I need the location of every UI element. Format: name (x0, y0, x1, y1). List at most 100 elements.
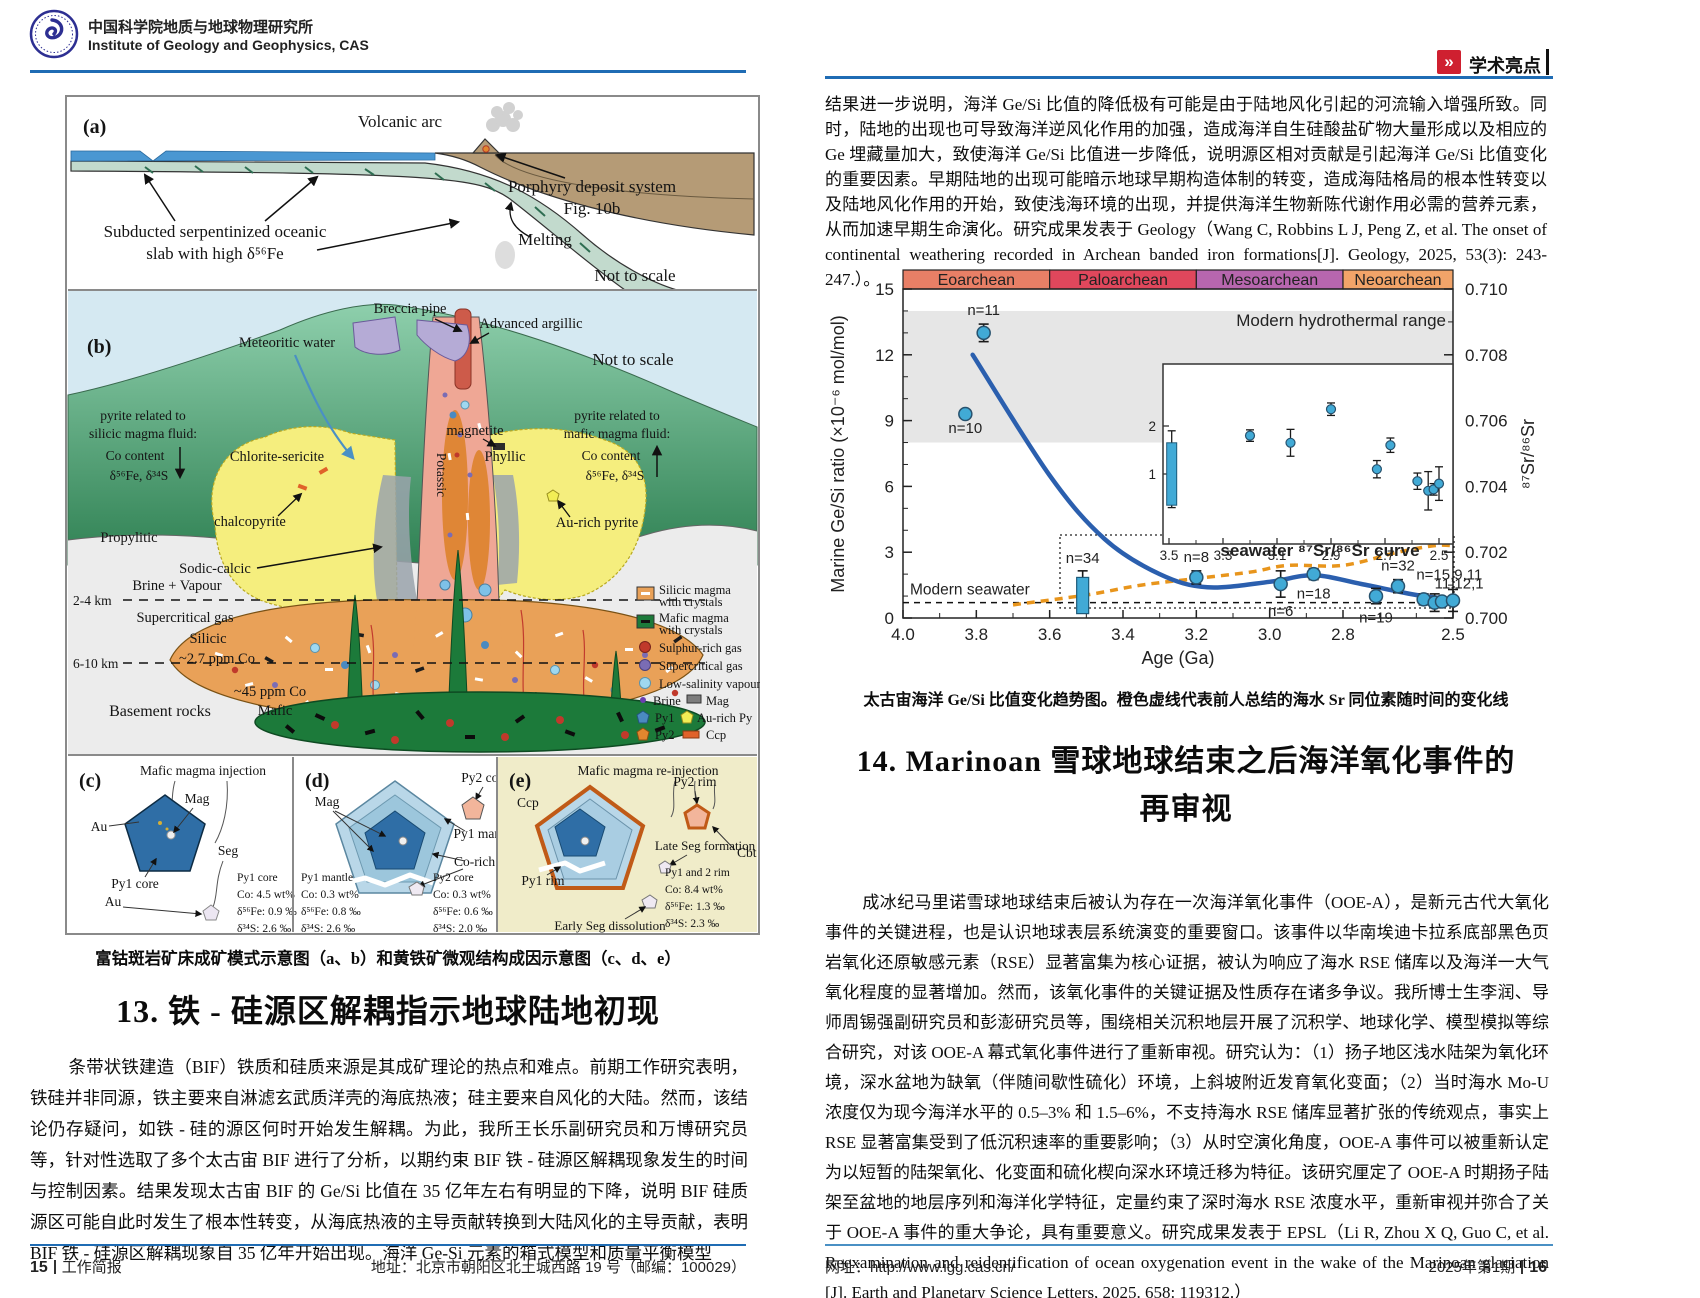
svg-text:Co: 4.5 wt%: Co: 4.5 wt% (237, 889, 295, 901)
svg-text:0.710: 0.710 (1465, 280, 1508, 299)
svg-text:0.706: 0.706 (1465, 412, 1508, 431)
footer-divider (53, 1260, 56, 1274)
svg-text:Early Seg dissolution: Early Seg dissolution (554, 918, 666, 933)
page-number-right: 16 (1529, 1259, 1547, 1276)
svg-text:chalcopyrite: chalcopyrite (214, 514, 286, 530)
svg-text:Neoarchean: Neoarchean (1354, 272, 1441, 289)
right-footer-page: 2025年第1期 16 (825, 1256, 1547, 1277)
svg-text:δ⁵⁶Fe, δ³⁴S: δ⁵⁶Fe, δ³⁴S (586, 468, 645, 483)
svg-text:Co content: Co content (582, 448, 641, 463)
svg-text:⁸⁷Sr/⁸⁶Sr: ⁸⁷Sr/⁸⁶Sr (1518, 419, 1538, 489)
svg-text:Co: 8.4 wt%: Co: 8.4 wt% (665, 884, 723, 896)
svg-text:n=11: n=11 (967, 302, 1000, 319)
svg-text:Marine Ge/Si ratio (×10⁻⁶ mol/: Marine Ge/Si ratio (×10⁻⁶ mol/mol) (828, 315, 848, 593)
svg-text:0.708: 0.708 (1465, 346, 1508, 365)
svg-text:2.5: 2.5 (1441, 625, 1465, 644)
right-header-rule (825, 76, 1553, 79)
svg-text:2.7: 2.7 (1376, 548, 1395, 563)
svg-text:0: 0 (885, 609, 894, 628)
svg-text:Fig. 10b: Fig. 10b (564, 199, 621, 218)
svg-text:2.9: 2.9 (1322, 548, 1341, 563)
footer-website: 网址：http://www.igg.cas.cn/ (825, 1259, 1016, 1276)
svg-text:δ⁵⁶Fe: 1.3 ‰: δ⁵⁶Fe: 1.3 ‰ (665, 901, 725, 913)
svg-text:1: 1 (1148, 467, 1156, 482)
svg-text:Silicic magma: Silicic magma (659, 583, 731, 597)
svg-text:11,12,1: 11,12,1 (1435, 575, 1484, 592)
svg-text:Sulphur-rich gas: Sulphur-rich gas (659, 641, 742, 655)
left-header-rule (30, 70, 746, 73)
left-footer-rule (30, 1244, 746, 1246)
svg-text:Co content: Co content (106, 448, 165, 463)
section14-body: 成冰纪马里诺雪球地球结束后被认为存在一次海洋氧化事件（OOE-A），是新元古代大… (825, 893, 1549, 1298)
section13-body: 条带状铁建造（BIF）铁质和硅质来源是其成矿理论的热点和难点。前期工作研究表明，… (30, 1057, 748, 1263)
svg-text:Ccp: Ccp (517, 795, 539, 810)
svg-text:Py1 rim: Py1 rim (521, 873, 565, 888)
right-footer-rule (825, 1244, 1553, 1246)
svg-text:3.8: 3.8 (965, 625, 989, 644)
svg-text:Py2 core: Py2 core (433, 872, 474, 884)
ge-si-ratio-chart: Eoarchean Paloarchean Mesoarchean Neoarchea… (828, 269, 1538, 668)
svg-text:3.1: 3.1 (1268, 548, 1287, 563)
left-footer-page: 15 工作简报 (30, 1256, 122, 1277)
svg-text:Supercritical gas: Supercritical gas (136, 610, 233, 626)
svg-text:4.0: 4.0 (891, 625, 915, 644)
svg-text:Subducted serpentinized oceani: Subducted serpentinized oceanic (104, 222, 327, 241)
svg-text:Age (Ga): Age (Ga) (1141, 648, 1214, 668)
svg-text:2: 2 (1148, 419, 1156, 434)
svg-text:δ³⁴S: 2.6 ‰: δ³⁴S: 2.6 ‰ (301, 923, 356, 935)
svg-text:Co: 0.3 wt%: Co: 0.3 wt% (433, 889, 491, 901)
svg-text:(e): (e) (509, 770, 531, 792)
svg-text:9: 9 (885, 412, 894, 431)
figure-caption: 富钴斑岩矿床成矿模式示意图（a、b）和黄铁矿微观结构成因示意图（c、d、e） (95, 949, 681, 968)
svg-text:Mag: Mag (315, 794, 340, 809)
svg-text:Meteoritic water: Meteoritic water (239, 335, 335, 351)
svg-text:pyrite related to: pyrite related to (574, 408, 660, 423)
svg-text:Breccia pipe: Breccia pipe (374, 301, 447, 317)
svg-text:3.3: 3.3 (1214, 548, 1233, 563)
svg-text:Au-rich Py: Au-rich Py (697, 711, 753, 725)
svg-text:Porphyry deposit system: Porphyry deposit system (508, 177, 676, 196)
svg-text:Brine: Brine (653, 694, 681, 708)
svg-text:Late Seg formation: Late Seg formation (655, 838, 756, 853)
highlight-badge-label: 学术亮点 (1469, 56, 1541, 76)
svg-text:Py1 and 2 rim: Py1 and 2 rim (665, 867, 730, 879)
svg-text:3.2: 3.2 (1185, 625, 1209, 644)
svg-text:n=10: n=10 (948, 420, 982, 437)
footer-address: 地址：北京市朝阳区北土城西路 19 号（邮编：100029） (370, 1259, 746, 1276)
svg-text:n=34: n=34 (1066, 550, 1100, 567)
svg-text:Supercritical gas: Supercritical gas (659, 659, 743, 673)
svg-text:Py2 rim: Py2 rim (673, 774, 717, 789)
svg-text:with crystals: with crystals (659, 623, 723, 637)
svg-text:Co: 0.3 wt%: Co: 0.3 wt% (301, 889, 359, 901)
svg-text:Mafic: Mafic (258, 703, 293, 719)
era-bands: Eoarchean Paloarchean Mesoarchean Neoarchea… (902, 269, 1454, 290)
svg-text:Not to scale: Not to scale (592, 350, 673, 369)
svg-text:2.5: 2.5 (1430, 548, 1449, 563)
svg-text:2-4 km: 2-4 km (73, 593, 112, 608)
svg-text:6: 6 (885, 477, 894, 496)
svg-text:mafic magma fluid:: mafic magma fluid: (564, 426, 670, 441)
svg-text:(a): (a) (83, 116, 106, 138)
section14-title: 14. Marinoan 雪球地球结束之后海洋氧化事件的再审视 (856, 745, 1516, 826)
svg-text:~2.7 ppm Co: ~2.7 ppm Co (179, 651, 255, 667)
figure-panel-e: (e) Mafic magma re-injection Ccp Py2 rim… (496, 757, 757, 933)
svg-text:0.702: 0.702 (1465, 543, 1508, 562)
svg-text:12: 12 (875, 346, 894, 365)
svg-text:δ⁵⁶Fe: 0.6 ‰: δ⁵⁶Fe: 0.6 ‰ (433, 906, 493, 918)
svg-text:Au: Au (91, 819, 108, 834)
svg-text:Melting: Melting (518, 230, 572, 249)
svg-text:(d): (d) (305, 770, 329, 792)
smoke-cloud-icon (486, 102, 523, 132)
svg-text:Py1 core: Py1 core (237, 872, 278, 884)
svg-text:n=6: n=6 (1268, 603, 1293, 620)
svg-text:with crystals: with crystals (659, 595, 723, 609)
page-number-left: 15 (30, 1259, 48, 1276)
svg-text:Potassic: Potassic (434, 453, 449, 497)
data-bar: n=34 (1066, 550, 1100, 615)
svg-text:3.6: 3.6 (1038, 625, 1062, 644)
institute-name-en: Institute of Geology and Geophysics, CAS (88, 37, 369, 53)
header-vbar (1546, 49, 1549, 75)
svg-text:Phyllic: Phyllic (484, 449, 525, 465)
svg-text:δ⁵⁶Fe, δ³⁴S: δ⁵⁶Fe, δ³⁴S (110, 468, 169, 483)
